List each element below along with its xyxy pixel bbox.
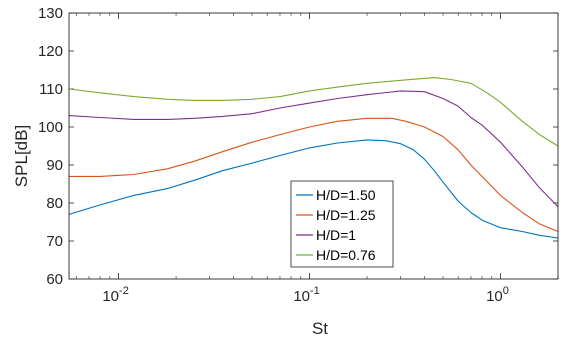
legend-label: H/D=1 xyxy=(316,227,356,243)
x-tick-label: 100 xyxy=(486,285,509,305)
y-tick-label: 120 xyxy=(38,43,63,60)
legend-label: H/D=0.76 xyxy=(316,247,376,263)
series-line-3 xyxy=(68,90,559,208)
x-tick-label: 10-1 xyxy=(293,285,319,305)
plot-frame xyxy=(68,12,559,280)
y-tick-label: 60 xyxy=(46,271,63,288)
y-tick-label: 130 xyxy=(38,5,63,22)
y-tick-label: 90 xyxy=(46,157,63,174)
legend-label: H/D=1.50 xyxy=(316,187,376,203)
y-tick-label: 80 xyxy=(46,195,63,212)
series-line-4 xyxy=(68,77,559,147)
y-tick-label: 110 xyxy=(39,81,63,98)
series-line-1 xyxy=(68,139,559,239)
y-axis-label: SPL[dB] xyxy=(12,125,31,187)
axes: 60 70 80 90 100 110 120 130 10-2 10-1 100 xyxy=(38,5,559,305)
y-tick-label: 70 xyxy=(46,233,63,250)
series-lines xyxy=(68,77,559,239)
legend: H/D=1.50 H/D=1.25 H/D=1 H/D=0.76 xyxy=(290,180,394,268)
series-line-2 xyxy=(69,117,559,233)
legend-label: H/D=1.25 xyxy=(316,207,376,223)
plot-box xyxy=(68,12,559,280)
y-tick-label: 100 xyxy=(38,119,63,136)
x-axis-label: St xyxy=(312,319,328,338)
x-tick-label: 10-2 xyxy=(102,285,128,305)
